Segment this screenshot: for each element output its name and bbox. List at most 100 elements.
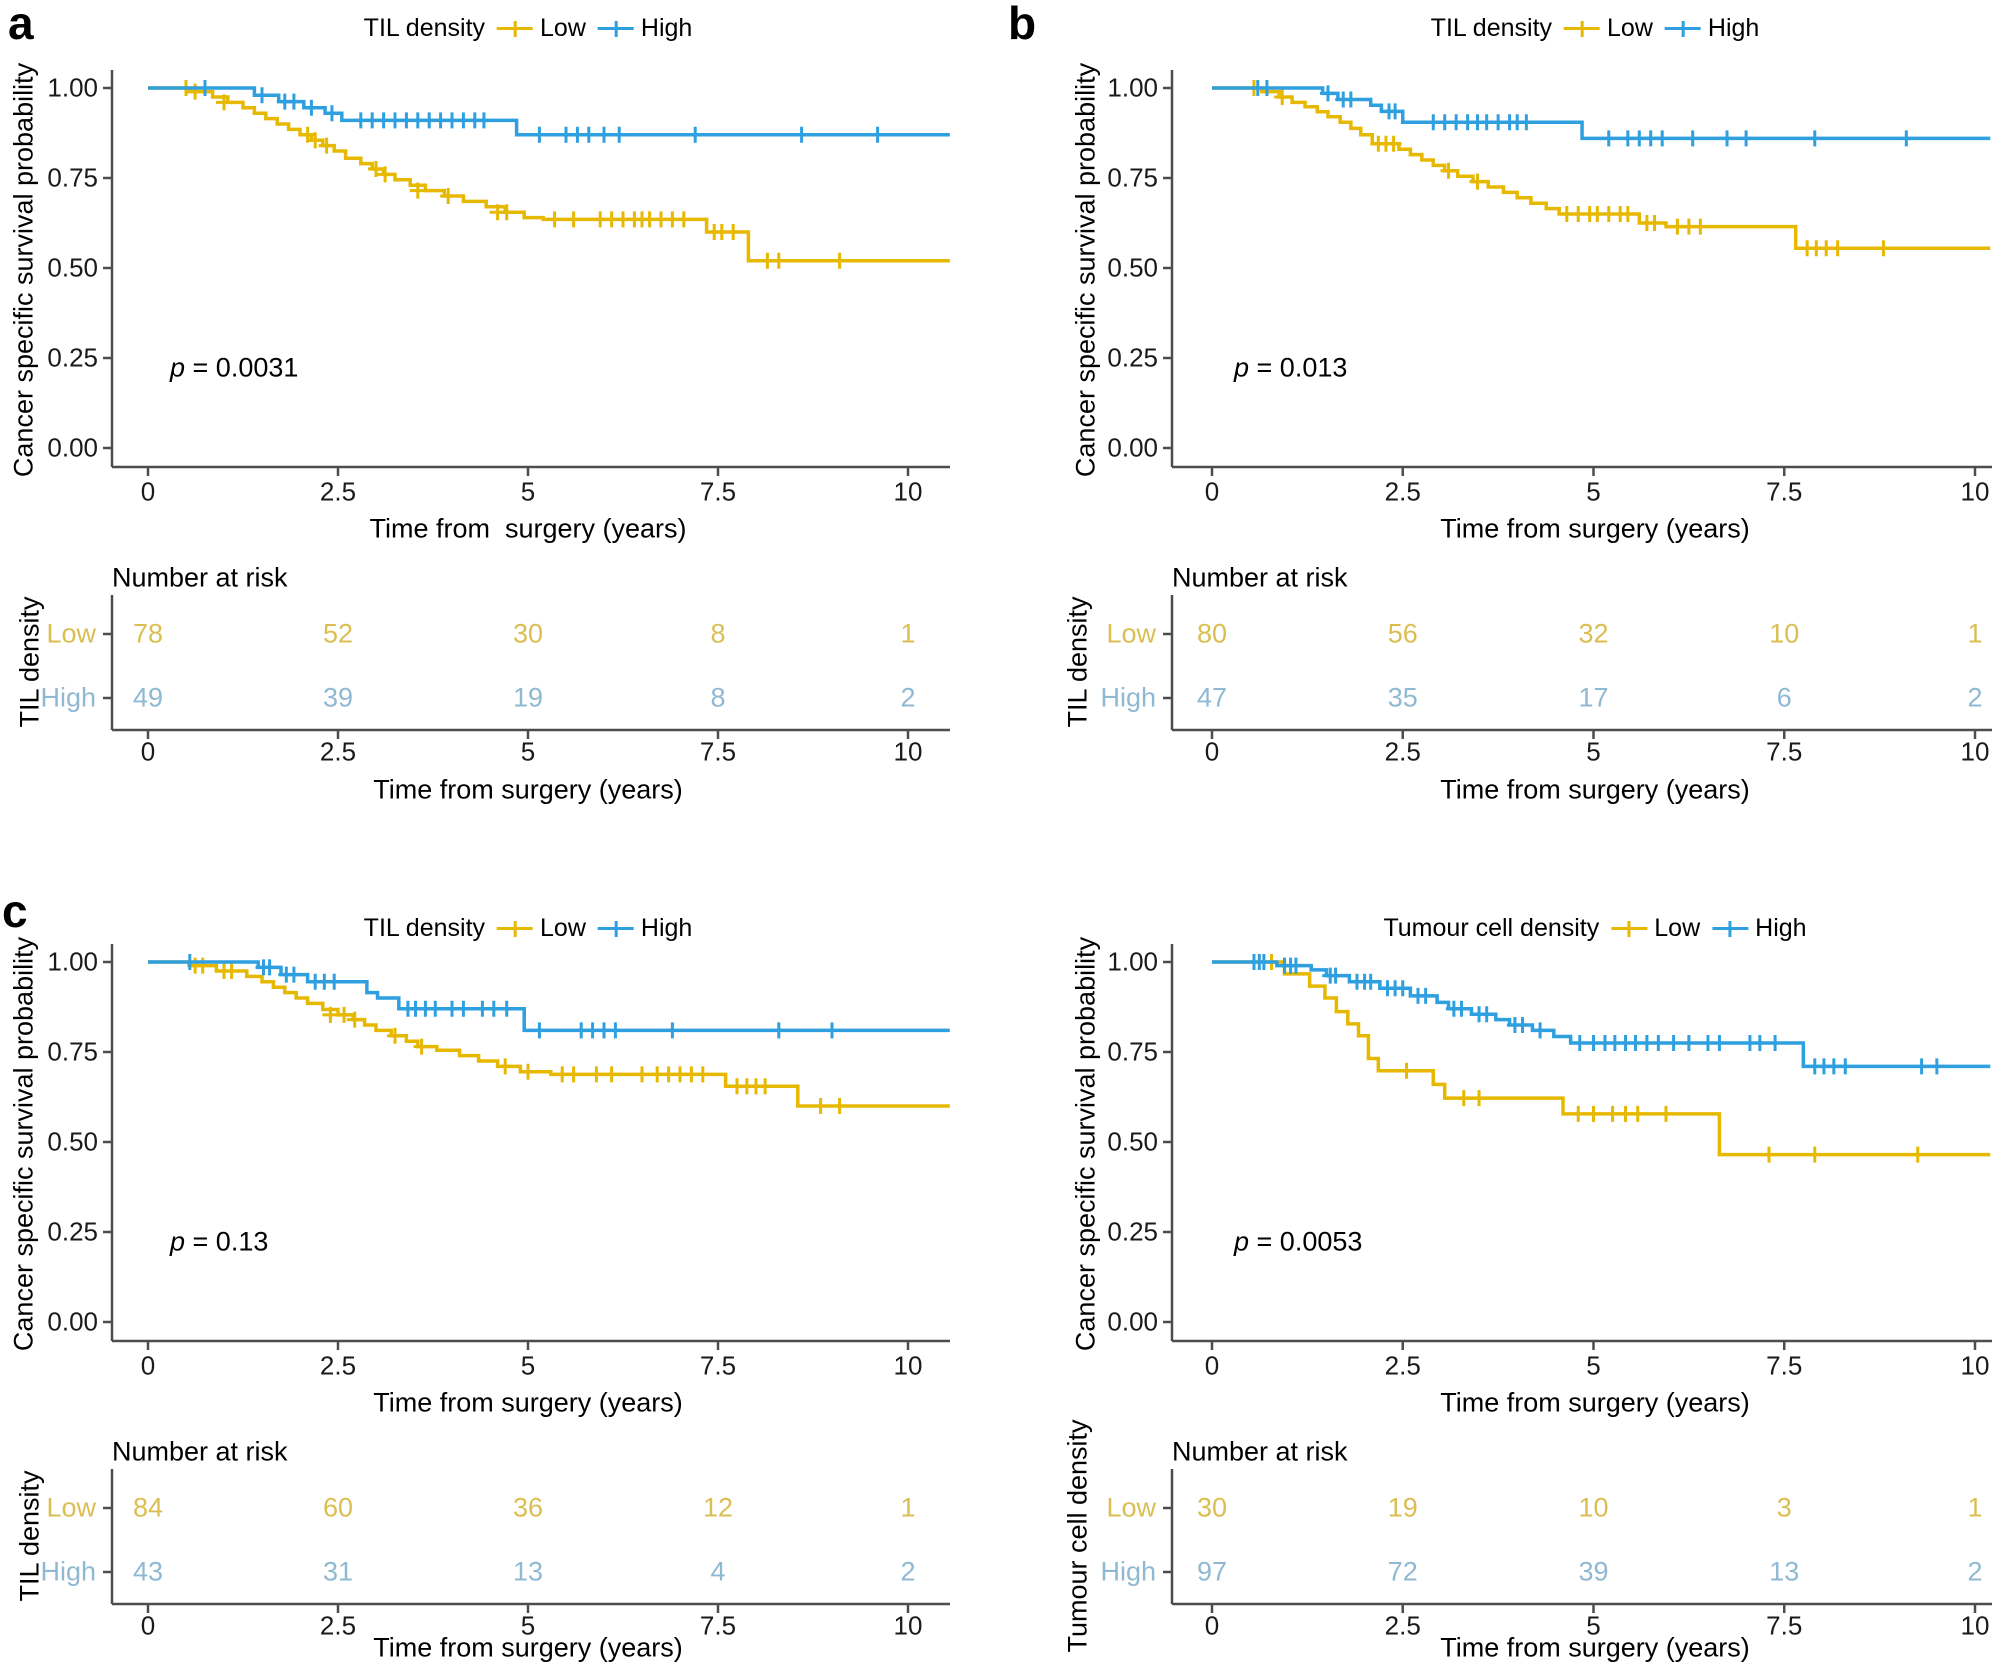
p-value: p = 0.0031	[170, 353, 298, 384]
risk-number: 35	[1387, 682, 1418, 713]
risk-row-label-high: High	[40, 682, 96, 713]
legend-label-low: Low	[540, 14, 586, 42]
x-tick-label: 5	[520, 1350, 536, 1381]
y-tick-label: 0.50	[47, 1126, 98, 1157]
x-axis-label: Time from surgery (years)	[369, 513, 687, 544]
p-text: = 0.013	[1249, 352, 1348, 383]
y-tick-label: 0.75	[1107, 1036, 1158, 1067]
y-tick-label: 0.00	[47, 1306, 98, 1337]
x-tick-label: 10	[893, 476, 923, 507]
x-tick-label: 7.5	[699, 1350, 737, 1381]
x-tick-label: 0	[140, 1350, 156, 1381]
low-curve-marker-icon	[1564, 19, 1601, 39]
risk-table-title: Number at risk	[1172, 1436, 1348, 1467]
low-curve-marker-icon	[497, 919, 534, 939]
y-tick-label: 0.25	[47, 1216, 98, 1247]
risk-x-tick-label: 5	[520, 1610, 536, 1641]
legend-label-high: High	[1707, 14, 1760, 42]
legend-title: Tumour cell density	[1383, 914, 1600, 942]
legend: Tumour cell density Low High	[1383, 914, 1806, 943]
risk-number: 32	[1578, 618, 1609, 649]
km-panel: a TIL density Low High Cancer specific s…	[0, 0, 1000, 874]
panel-letter: a	[8, 0, 34, 49]
legend-item-high: High	[1712, 914, 1807, 943]
risk-x-axis-label: Time from surgery (years)	[1440, 774, 1750, 805]
y-tick-label: 0.25	[47, 342, 98, 373]
legend-title: TIL density	[363, 914, 486, 942]
risk-number: 1	[1967, 618, 1983, 649]
legend: TIL density Low High	[364, 14, 693, 43]
p-value: p = 0.013	[1234, 353, 1347, 384]
x-tick-label: 7.5	[1766, 476, 1803, 507]
km-panel: b TIL density Low High Cancer specific s…	[1000, 0, 2000, 874]
y-tick-label: 0.00	[1107, 1306, 1158, 1337]
risk-number: 2	[1967, 1556, 1983, 1587]
legend-title: TIL density	[1430, 14, 1553, 42]
low-curve-marker-icon	[1611, 919, 1648, 939]
high-curve-marker-icon	[1664, 19, 1701, 39]
risk-number: 52	[322, 618, 354, 649]
x-axis-label: Time from surgery (years)	[1440, 513, 1750, 544]
legend-item-high: High	[1664, 14, 1760, 43]
p-symbol: p	[1234, 1226, 1250, 1257]
legend-item-low: Low	[497, 914, 586, 943]
risk-row-label-high: High	[1100, 682, 1156, 713]
risk-number: 30	[1196, 1492, 1228, 1523]
risk-x-tick-label: 0	[140, 736, 156, 767]
km-plot-svg	[103, 70, 950, 739]
risk-number: 10	[1769, 618, 1800, 649]
panel-letter: b	[1008, 0, 1037, 49]
risk-number: 19	[512, 682, 544, 713]
risk-number: 4	[710, 1556, 726, 1587]
risk-number: 17	[1578, 682, 1609, 713]
risk-x-tick-label: 0	[140, 1610, 156, 1641]
high-curve-marker-icon	[597, 19, 634, 39]
risk-row-label-low: Low	[1106, 1492, 1156, 1523]
x-axis-label: Time from surgery (years)	[373, 1387, 683, 1418]
km-plot-svg	[103, 944, 950, 1613]
risk-number: 39	[322, 682, 354, 713]
risk-row-label-high: High	[40, 1556, 96, 1587]
risk-number: 97	[1196, 1556, 1228, 1587]
legend-item-high: High	[597, 914, 693, 943]
risk-number: 13	[1769, 1556, 1800, 1587]
legend: TIL density Low High	[1431, 14, 1760, 43]
y-tick-label: 1.00	[47, 946, 98, 977]
risk-number: 43	[132, 1556, 164, 1587]
p-text: = 0.0031	[185, 352, 299, 383]
legend-title: TIL density	[363, 14, 486, 42]
risk-number: 49	[132, 682, 164, 713]
risk-x-tick-label: 2.5	[1384, 736, 1421, 767]
risk-x-tick-label: 5	[520, 736, 536, 767]
risk-number: 8	[710, 618, 726, 649]
risk-number: 39	[1578, 1556, 1609, 1587]
p-symbol: p	[170, 1226, 186, 1257]
x-tick-label: 2.5	[319, 1350, 357, 1381]
x-tick-label: 2.5	[319, 476, 357, 507]
legend-label-high: High	[640, 914, 693, 942]
legend: TIL density Low High	[364, 914, 693, 943]
x-tick-label: 7.5	[1766, 1350, 1803, 1381]
low-curve-marker-icon	[497, 19, 534, 39]
km-plot-svg	[1163, 944, 1992, 1613]
risk-x-tick-label: 7.5	[699, 736, 737, 767]
x-tick-label: 5	[1586, 1350, 1601, 1381]
risk-number: 10	[1578, 1492, 1609, 1523]
high-curve-marker-icon	[1712, 919, 1749, 939]
p-value: p = 0.13	[170, 1227, 268, 1258]
panel-letter: c	[2, 885, 28, 937]
risk-row-label-low: Low	[46, 618, 96, 649]
risk-x-tick-label: 2.5	[1384, 1610, 1421, 1641]
risk-x-tick-label: 7.5	[1766, 736, 1803, 767]
p-value: p = 0.0053	[1234, 1227, 1362, 1258]
risk-number: 6	[1776, 682, 1792, 713]
x-axis-label: Time from surgery (years)	[1440, 1387, 1750, 1418]
risk-number: 13	[512, 1556, 544, 1587]
risk-x-tick-label: 10	[1960, 736, 1990, 767]
risk-number: 30	[512, 618, 544, 649]
legend-label-high: High	[1755, 914, 1807, 942]
km-panel: Tumour cell density Low High Cancer spec…	[1000, 874, 2000, 1663]
km-panel: c TIL density Low High Cancer specific s…	[0, 874, 1000, 1663]
risk-number: 2	[900, 1556, 916, 1587]
